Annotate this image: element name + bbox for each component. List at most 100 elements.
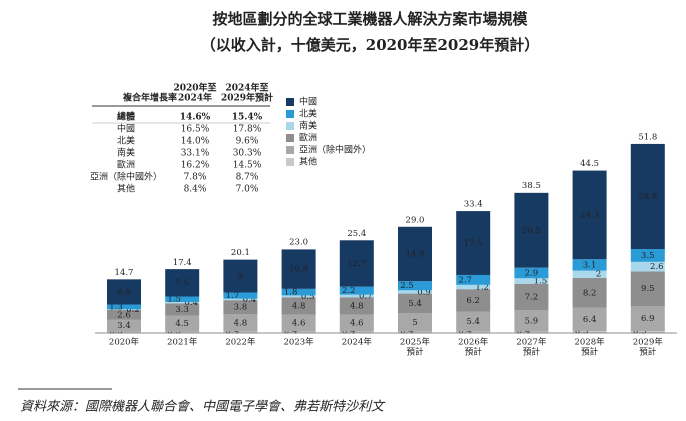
table-cell: 15.4%: [232, 113, 263, 123]
segment-label: 4.6: [292, 319, 306, 329]
segment-label: 5.9: [525, 316, 539, 326]
table-cell: 14.5%: [233, 161, 262, 171]
segment-label: 2.6: [117, 310, 131, 320]
table-header: 2024年: [178, 92, 212, 104]
table-cell: 南美: [117, 147, 135, 159]
bar-segment: [456, 311, 491, 332]
bar-segment: [223, 300, 258, 315]
bar-segment: [281, 331, 316, 333]
x-tick-label: 預計: [465, 347, 483, 358]
table-header: 2029年預計: [221, 92, 273, 104]
bar-segment: [107, 304, 141, 310]
bar-segment: [165, 303, 200, 316]
table-cell: 7.0%: [236, 185, 259, 195]
legend-label: 亞洲（除中國外）: [299, 144, 371, 156]
bar-segment: [514, 331, 549, 333]
legend-swatch: [286, 158, 294, 166]
segment-label: 6.2: [466, 296, 480, 306]
total-label: 14.7: [115, 268, 134, 278]
segment-label: 1.7: [226, 291, 240, 301]
legend-label: 中國: [299, 96, 317, 108]
bar-segment: [630, 305, 665, 332]
total-label: 44.5: [580, 159, 599, 169]
table-cell: 亞洲（除中國外）: [90, 171, 162, 183]
bar-segment: [630, 271, 665, 306]
segment-label: 9: [238, 272, 243, 282]
segment-label: 24.3: [580, 210, 599, 220]
bar-segment: [572, 331, 607, 333]
bar-segment: [572, 277, 607, 308]
segment-label: 3.1: [583, 260, 597, 270]
bar-segment: [107, 319, 141, 332]
source: 資料來源：國際機器人聯合會、中國電子學會、弗若斯特沙利文: [20, 399, 386, 415]
x-tick-label: 2024年: [342, 337, 373, 348]
x-tick-label: 2021年: [167, 337, 198, 348]
segment-label: 28.8: [638, 192, 657, 202]
bar-segment: [223, 314, 258, 332]
bar-segment: [223, 298, 258, 301]
segment-label: 1.8: [284, 288, 298, 298]
chart-title: 按地區劃分的全球工業機器人解決方案市場規模: [212, 10, 528, 28]
table-cell: 歐洲: [117, 159, 135, 171]
total-label: 20.1: [231, 248, 250, 258]
bar-segment: [281, 288, 316, 296]
chart-subtitle: （以收入計，十億美元，2020年至2029年預計）: [201, 36, 540, 54]
x-tick-label: 2028年: [575, 337, 606, 348]
total-label: 17.4: [173, 258, 192, 268]
segment-label: 1.3: [109, 302, 123, 312]
table-cell: 16.5%: [181, 125, 210, 135]
total-label: 29.0: [406, 216, 425, 226]
bar-segment: [281, 249, 316, 289]
bar-segment: [630, 261, 665, 272]
segment-label: 3.3: [175, 305, 189, 315]
segment-label: 5.4: [408, 299, 422, 309]
table-cell: 北美: [117, 135, 135, 147]
bar-segment: [339, 240, 374, 287]
x-tick-label: 預計: [523, 347, 541, 358]
segment-label: 0.5: [575, 327, 589, 337]
bar-segment: [456, 284, 491, 290]
bar-segment: [572, 270, 607, 278]
table-header: 2024年至: [225, 82, 268, 94]
bar-segment: [398, 313, 432, 332]
x-tick-label: 預計: [581, 347, 599, 358]
bar-segment: [223, 331, 258, 333]
x-tick-label: 2026年: [458, 337, 489, 348]
segment-label: 17.5: [464, 239, 483, 249]
legend-swatch: [286, 146, 294, 154]
bar-segment: [281, 297, 316, 315]
table-cell: 總體: [117, 111, 135, 123]
segment-label: 4.8: [234, 318, 248, 328]
table-cell: 其他: [117, 183, 135, 195]
bar-segment: [514, 278, 549, 284]
segment-label: 2.5: [400, 281, 414, 291]
table-cell: 8.7%: [236, 173, 259, 183]
segment-label: 2.6: [650, 262, 664, 272]
total-label: 51.8: [638, 132, 657, 142]
segment-label: 2: [596, 270, 601, 280]
bar-segment: [456, 331, 491, 333]
segment-label: 0.4: [184, 298, 198, 308]
x-tick-label: 2027年: [516, 337, 547, 348]
table-cell: 中國: [117, 123, 135, 135]
segment-label: 7.5: [175, 278, 189, 288]
table-cell: 14.0%: [181, 137, 210, 147]
total-label: 33.4: [464, 200, 483, 210]
segment-label: 0.5: [301, 292, 315, 302]
segment-label: 3.5: [641, 251, 655, 261]
bar-segment: [398, 331, 432, 333]
table-cell: 7.8%: [184, 173, 207, 183]
segment-label: 1.5: [534, 276, 548, 286]
bar-segment: [339, 314, 374, 332]
bar-segment: [339, 331, 374, 333]
x-tick-label: 預計: [639, 347, 657, 358]
table-cell: 17.8%: [233, 125, 262, 135]
bar-segment: [398, 226, 432, 282]
segment-label: 1.5: [167, 295, 181, 305]
segment-label: 2.7: [458, 275, 472, 285]
legend-swatch: [286, 134, 294, 142]
bar-segment: [630, 143, 665, 250]
x-tick-label: 預計: [406, 347, 424, 358]
segment-label: 6.4: [583, 315, 597, 325]
segment-label: 5: [412, 318, 417, 328]
